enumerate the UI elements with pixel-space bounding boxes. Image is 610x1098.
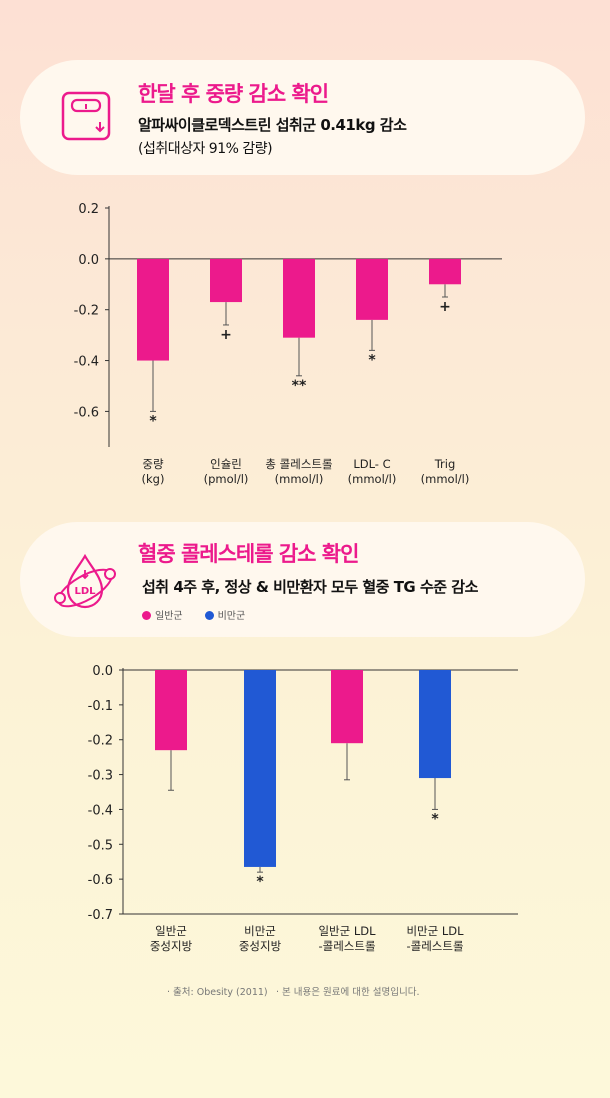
section1-title: 한달 후 중량 감소 확인 (138, 82, 329, 106)
footer-note: · 본 내용은 원료에 대한 설명입니다. (276, 987, 420, 998)
section1-line2: (섭취대상자 91% 감량) (138, 141, 273, 157)
legend-label: 비만군 (217, 611, 246, 622)
cholesterol-summary-card: LDL 혈중 콜레스테롤 감소 확인 섭취 4주 후, 정상 & 비만환자 모두… (20, 522, 585, 637)
y-tick-label: -0.6 (88, 873, 113, 888)
x-tick-label: (mmol/l) (348, 472, 397, 486)
significance-marker: * (149, 413, 157, 429)
x-tick-label: (kg) (142, 472, 165, 486)
legend-item-normal: 일반군 (142, 607, 183, 622)
chart-weight: 0.2 0.0 -0.2 -0.4 -0.6 * 중량(kg) + 인슐린(pmol/l) ** 총… (74, 202, 502, 486)
x-tick-label: 비만군 (244, 924, 276, 938)
ldl-icon-text: LDL (74, 586, 96, 597)
y-tick-label: 0.0 (78, 253, 99, 268)
footer-source: · 출처: Obesity (2011) (167, 987, 268, 998)
section2-line1: 섭취 4주 후, 정상 & 비만환자 모두 혈중 TG 수준 감소 (142, 578, 478, 596)
y-tick-label: -0.7 (88, 908, 113, 923)
bar (356, 258, 388, 320)
x-tick-label: 인슐린 (210, 457, 242, 471)
x-tick-label: (mmol/l) (275, 472, 324, 486)
y-tick-label: -0.3 (88, 769, 113, 784)
bar (331, 670, 363, 744)
chart-cholesterol: 0.0-0.1-0.2-0.3-0.4-0.5-0.6-0.7일반군중성지방*비… (88, 664, 518, 953)
y-tick-label: -0.4 (88, 803, 113, 818)
y-tick-label: -0.5 (88, 838, 113, 853)
ldl-drop-icon: LDL (54, 553, 116, 609)
y-tick-label: 0.2 (78, 202, 99, 217)
significance-marker: * (431, 811, 439, 827)
significance-marker: + (439, 299, 451, 315)
y-tick-label: -0.4 (74, 355, 99, 370)
significance-marker: * (368, 352, 376, 368)
significance-marker: * (256, 874, 264, 890)
chart-legend: 일반군 비만군 (142, 607, 245, 622)
significance-marker: + (220, 327, 232, 343)
bar (137, 258, 169, 361)
significance-marker: ** (292, 378, 307, 394)
x-tick-label: 중성지방 (239, 939, 282, 953)
bar (429, 258, 461, 285)
y-tick-label: -0.1 (88, 699, 113, 714)
weight-summary-card: 한달 후 중량 감소 확인 알파싸이클로덱스트린 섭취군 0.41kg 감소 (… (20, 60, 585, 175)
x-tick-label: 비만군 LDL (406, 924, 464, 938)
legend-dot-icon (142, 611, 151, 620)
bar (283, 258, 315, 338)
x-tick-label: 중량 (142, 457, 164, 471)
bar (244, 670, 276, 867)
legend-dot-icon (204, 611, 214, 620)
y-tick-label: -0.2 (74, 304, 99, 319)
bar (210, 258, 242, 303)
x-tick-label: -콜레스트롤 (318, 939, 375, 953)
x-tick-label: Trig (434, 457, 456, 471)
x-tick-label: (pmol/l) (204, 472, 249, 486)
x-tick-label: LDL- C (353, 457, 390, 471)
section1-line1: 알파싸이클로덱스트린 섭취군 0.41kg 감소 (138, 116, 407, 134)
x-tick-label: 일반군 LDL (318, 924, 376, 938)
y-tick-label: -0.2 (88, 734, 113, 749)
y-tick-label: -0.6 (74, 405, 99, 420)
x-tick-label: -콜레스트롤 (406, 939, 463, 953)
bar (155, 670, 187, 751)
x-tick-label: 일반군 (155, 924, 187, 938)
section2-title: 혈중 콜레스테롤 감소 확인 (138, 542, 359, 566)
x-tick-label: 중성지방 (150, 939, 193, 953)
legend-label: 일반군 (155, 611, 183, 622)
x-tick-label: 총 콜레스트롤 (265, 457, 332, 471)
bar (419, 670, 451, 779)
scale-down-icon (61, 91, 111, 141)
legend-item-obese: 비만군 (204, 607, 246, 622)
x-tick-label: (mmol/l) (421, 472, 470, 486)
y-tick-label: 0.0 (92, 664, 113, 679)
